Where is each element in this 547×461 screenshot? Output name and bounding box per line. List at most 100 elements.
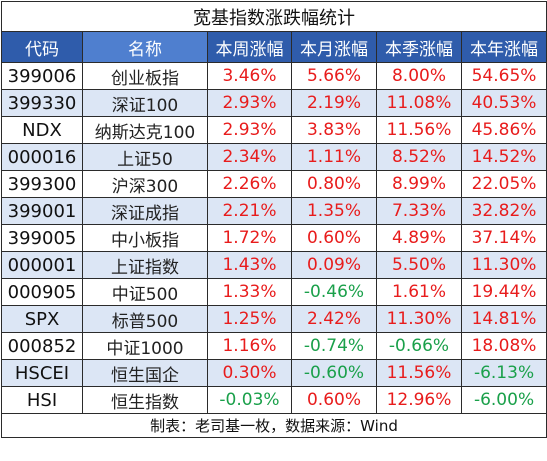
cell-month: -0.74% — [291, 332, 377, 360]
cell-month: 1.35% — [291, 197, 377, 225]
cell-code: 399005 — [1, 224, 83, 252]
cell-month: 1.11% — [291, 143, 377, 171]
header-code: 代码 — [1, 31, 83, 63]
cell-year: 37.14% — [460, 224, 547, 252]
cell-quarter: 12.96% — [376, 386, 462, 414]
index-performance-table: 宽基指数涨跌幅统计 代码 名称 本周涨幅 本月涨幅 本季涨幅 本年涨幅 3990… — [0, 1, 547, 438]
table-row: 000852 中证1000 1.16% -0.74% -0.66% 18.08% — [1, 332, 547, 360]
cell-year: -6.13% — [460, 359, 547, 387]
table-row: 399001 深证成指 2.21% 1.35% 7.33% 32.82% — [1, 197, 547, 225]
cell-year: 19.44% — [460, 278, 547, 306]
cell-code: SPX — [1, 305, 83, 333]
cell-week: 2.93% — [207, 116, 292, 144]
cell-week: 2.34% — [207, 143, 292, 171]
cell-week: 1.25% — [207, 305, 292, 333]
cell-year: 22.05% — [460, 170, 547, 198]
header-quarter: 本季涨幅 — [376, 31, 462, 63]
cell-name: 深证100 — [82, 89, 208, 117]
table-row: HSCEI 恒生国企 0.30% -0.60% 11.56% -6.13% — [1, 359, 547, 387]
cell-month: 2.42% — [291, 305, 377, 333]
header-name: 名称 — [82, 31, 208, 63]
cell-quarter: 11.56% — [376, 116, 462, 144]
table-row: SPX 标普500 1.25% 2.42% 11.30% 14.81% — [1, 305, 547, 333]
cell-week: 2.26% — [207, 170, 292, 198]
cell-quarter: 8.52% — [376, 143, 462, 171]
cell-name: 中小板指 — [82, 224, 208, 252]
cell-quarter: 11.30% — [376, 305, 462, 333]
cell-name: 恒生指数 — [82, 386, 208, 414]
cell-year: 40.53% — [460, 89, 547, 117]
table-row: 399006 创业板指 3.46% 5.66% 8.00% 54.65% — [1, 62, 547, 90]
cell-name: 深证成指 — [82, 197, 208, 225]
cell-code: HSCEI — [1, 359, 83, 387]
cell-month: 5.66% — [291, 62, 377, 90]
cell-month: 0.60% — [291, 386, 377, 414]
table-row: HSI 恒生指数 -0.03% 0.60% 12.96% -6.00% — [1, 386, 547, 414]
cell-name: 标普500 — [82, 305, 208, 333]
cell-week: 2.21% — [207, 197, 292, 225]
cell-quarter: 4.89% — [376, 224, 462, 252]
cell-name: 上证指数 — [82, 251, 208, 279]
cell-week: 3.46% — [207, 62, 292, 90]
table-row: 399330 深证100 2.93% 2.19% 11.08% 40.53% — [1, 89, 547, 117]
cell-week: -0.03% — [207, 386, 292, 414]
cell-month: -0.60% — [291, 359, 377, 387]
cell-quarter: 7.33% — [376, 197, 462, 225]
cell-name: 中证1000 — [82, 332, 208, 360]
header-month: 本月涨幅 — [291, 31, 377, 63]
cell-name: 创业板指 — [82, 62, 208, 90]
table-row: 399005 中小板指 1.72% 0.60% 4.89% 37.14% — [1, 224, 547, 252]
cell-quarter: 1.61% — [376, 278, 462, 306]
cell-quarter: 5.50% — [376, 251, 462, 279]
cell-year: 14.81% — [460, 305, 547, 333]
cell-week: 0.30% — [207, 359, 292, 387]
cell-name: 中证500 — [82, 278, 208, 306]
cell-week: 1.72% — [207, 224, 292, 252]
cell-week: 1.16% — [207, 332, 292, 360]
cell-name: 上证50 — [82, 143, 208, 171]
cell-week: 1.33% — [207, 278, 292, 306]
cell-year: -6.00% — [460, 386, 547, 414]
cell-quarter: 11.08% — [376, 89, 462, 117]
cell-month: 0.09% — [291, 251, 377, 279]
cell-code: 000001 — [1, 251, 83, 279]
cell-code: 000016 — [1, 143, 83, 171]
table-footer: 制表：老司基一枚，数据来源：Wind — [0, 413, 547, 438]
cell-quarter: 8.99% — [376, 170, 462, 198]
table-row: NDX 纳斯达克100 2.93% 3.83% 11.56% 45.86% — [1, 116, 547, 144]
cell-year: 11.30% — [460, 251, 547, 279]
cell-code: 399001 — [1, 197, 83, 225]
cell-year: 14.52% — [460, 143, 547, 171]
cell-week: 1.43% — [207, 251, 292, 279]
cell-code: 399006 — [1, 62, 83, 90]
header-week: 本周涨幅 — [207, 31, 292, 63]
table-row: 000016 上证50 2.34% 1.11% 8.52% 14.52% — [1, 143, 547, 171]
table-row: 000905 中证500 1.33% -0.46% 1.61% 19.44% — [1, 278, 547, 306]
cell-code: HSI — [1, 386, 83, 414]
cell-name: 恒生国企 — [82, 359, 208, 387]
cell-name: 沪深300 — [82, 170, 208, 198]
cell-name: 纳斯达克100 — [82, 116, 208, 144]
cell-code: 000905 — [1, 278, 83, 306]
header-year: 本年涨幅 — [460, 31, 547, 63]
cell-month: 0.60% — [291, 224, 377, 252]
table-row: 399300 沪深300 2.26% 0.80% 8.99% 22.05% — [1, 170, 547, 198]
table-title: 宽基指数涨跌幅统计 — [0, 1, 547, 32]
cell-year: 45.86% — [460, 116, 547, 144]
cell-code: 000852 — [1, 332, 83, 360]
cell-quarter: 8.00% — [376, 62, 462, 90]
table-row: 000001 上证指数 1.43% 0.09% 5.50% 11.30% — [1, 251, 547, 279]
header-row: 代码 名称 本周涨幅 本月涨幅 本季涨幅 本年涨幅 — [1, 31, 547, 63]
cell-code: 399330 — [1, 89, 83, 117]
cell-year: 32.82% — [460, 197, 547, 225]
cell-month: 3.83% — [291, 116, 377, 144]
cell-code: NDX — [1, 116, 83, 144]
cell-month: 0.80% — [291, 170, 377, 198]
cell-week: 2.93% — [207, 89, 292, 117]
cell-year: 18.08% — [460, 332, 547, 360]
cell-quarter: 11.56% — [376, 359, 462, 387]
cell-month: -0.46% — [291, 278, 377, 306]
cell-quarter: -0.66% — [376, 332, 462, 360]
cell-month: 2.19% — [291, 89, 377, 117]
